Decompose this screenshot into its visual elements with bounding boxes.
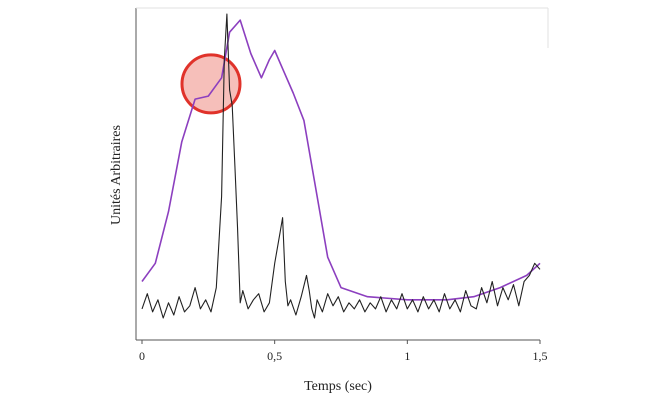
- x-tick-label: 0: [139, 349, 145, 363]
- series-smooth-line: [141, 19, 541, 301]
- highlight-circle: [180, 53, 242, 115]
- series-raw-line: [141, 13, 541, 319]
- series-layer: [141, 13, 541, 319]
- annotations: [180, 53, 242, 115]
- x-tick-label: 1,5: [533, 349, 548, 363]
- x-tick-label: 1: [404, 349, 410, 363]
- x-tick-label: 0,5: [267, 349, 282, 363]
- x-ticks: 0 0,5 1 1,5: [139, 340, 548, 363]
- y-axis-title: Unités Arbitraires: [109, 125, 124, 225]
- plot-area: 0 0,5 1 1,5: [135, 7, 549, 363]
- x-axis-title: Temps (sec): [304, 379, 372, 394]
